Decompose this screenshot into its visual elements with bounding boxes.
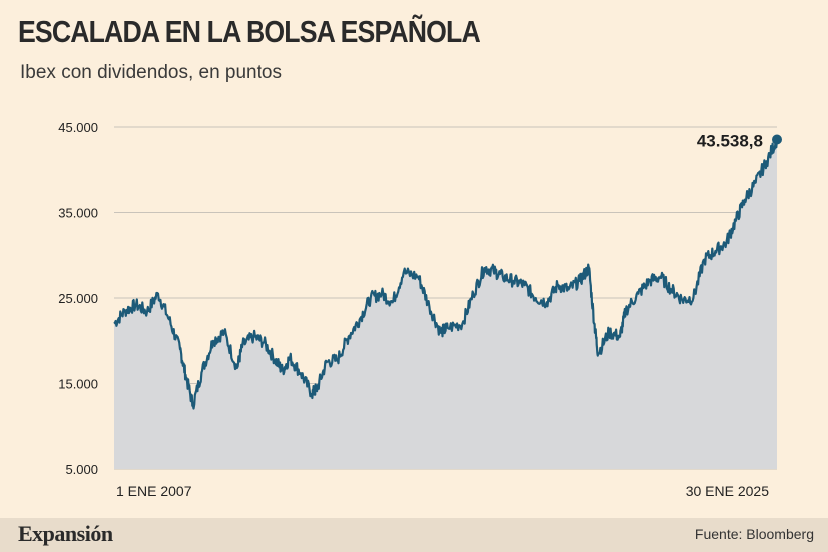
chart-subtitle: Ibex con dividendos, en puntos — [20, 62, 282, 83]
value-annotation: 43.538,8 — [697, 131, 763, 150]
y-tick-label: 25.000 — [58, 291, 98, 306]
endpoint-marker — [772, 134, 782, 145]
y-tick-label: 5.000 — [65, 462, 98, 477]
x-tick-label-end: 30 ENE 2025 — [686, 483, 769, 499]
y-tick-label: 35.000 — [58, 206, 98, 221]
series-area — [114, 139, 777, 469]
footer-bar: Expansión Fuente: Bloomberg — [0, 518, 828, 552]
series-line — [113, 139, 779, 410]
chart-title: ESCALADA EN LA BOLSA ESPAÑOLA — [18, 14, 481, 49]
y-tick-label: 15.000 — [58, 377, 98, 392]
brand-logo: Expansión — [18, 521, 113, 546]
x-tick-label-start: 1 ENE 2007 — [116, 483, 192, 499]
y-tick-label: 45.000 — [58, 120, 98, 135]
chart-area: 5.000 15.000 25.000 35.000 45.000 43.538,8 1 E… — [58, 120, 782, 499]
source-note: Fuente: Bloomberg — [694, 526, 814, 542]
